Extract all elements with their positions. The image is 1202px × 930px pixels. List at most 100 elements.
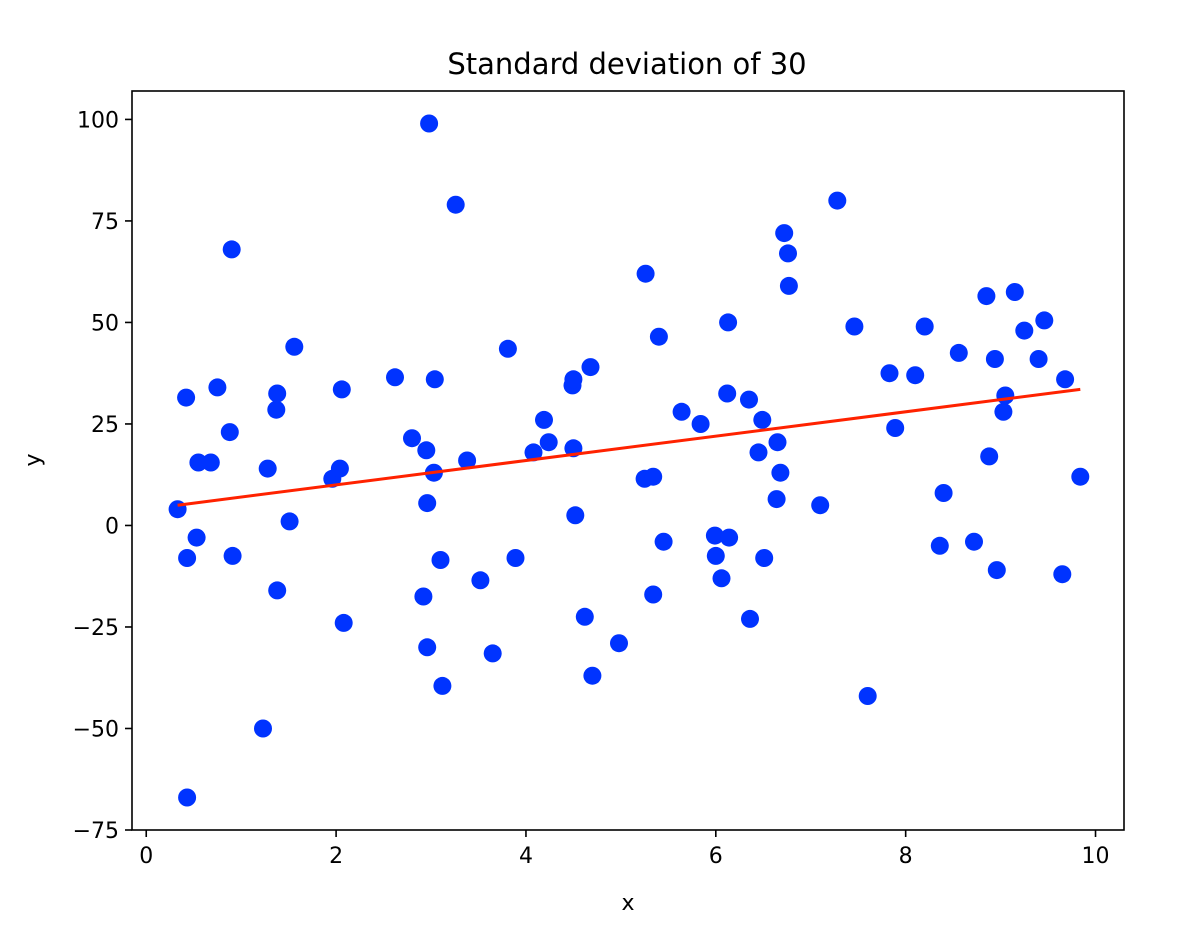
- y-tick-label: −75: [73, 819, 119, 844]
- data-point: [220, 423, 239, 442]
- data-point: [222, 240, 241, 259]
- data-point: [187, 528, 206, 547]
- data-point: [201, 453, 220, 472]
- data-point: [414, 587, 433, 606]
- chart-title: Standard deviation of 30: [447, 47, 806, 81]
- data-point: [177, 388, 196, 407]
- data-point: [433, 676, 452, 695]
- data-point: [771, 463, 790, 482]
- x-tick-label: 6: [709, 844, 723, 869]
- data-point: [285, 337, 304, 356]
- y-tick-label: 25: [91, 413, 119, 438]
- y-axis-label: y: [21, 453, 46, 466]
- data-point: [906, 366, 925, 385]
- data-point: [741, 609, 759, 628]
- data-point: [418, 638, 437, 657]
- data-point: [524, 443, 543, 462]
- data-point: [403, 429, 421, 448]
- data-point: [334, 613, 353, 632]
- data-point: [996, 386, 1015, 405]
- data-point: [610, 634, 628, 653]
- y-axis: −75 −50 −25 0 25 50 75 100: [73, 108, 132, 844]
- data-point: [483, 644, 502, 663]
- data-point: [915, 317, 934, 336]
- data-point: [506, 549, 525, 567]
- fit-line: [177, 387, 1081, 507]
- data-point: [535, 410, 553, 429]
- data-point: [965, 532, 983, 551]
- data-point: [949, 343, 968, 362]
- data-point: [1071, 467, 1090, 486]
- data-point: [431, 551, 450, 569]
- data-point: [178, 549, 197, 567]
- data-point: [280, 512, 299, 531]
- data-point: [583, 666, 602, 685]
- data-point: [498, 339, 517, 358]
- plot-frame: [131, 90, 1125, 831]
- y-tick-label: 50: [91, 311, 119, 336]
- plot-area: [168, 114, 1090, 807]
- data-point: [189, 453, 208, 472]
- data-point: [1005, 283, 1024, 301]
- data-point: [208, 378, 227, 397]
- data-point: [644, 585, 663, 604]
- data-point: [705, 526, 724, 545]
- data-point: [987, 561, 1006, 580]
- data-point: [425, 370, 444, 389]
- data-point: [755, 549, 774, 567]
- data-point: [980, 447, 999, 466]
- data-point: [749, 443, 768, 462]
- data-point: [539, 433, 558, 452]
- data-point: [811, 496, 830, 515]
- y-tick-label: 100: [77, 108, 119, 133]
- data-point: [254, 719, 272, 738]
- data-point: [1053, 565, 1072, 584]
- data-point: [1035, 311, 1054, 330]
- data-point: [654, 532, 673, 551]
- x-tick-label: 0: [139, 844, 153, 869]
- x-axis: 0 2 4 6 8 10: [139, 830, 1110, 869]
- data-point: [930, 536, 949, 555]
- data-point: [258, 459, 277, 478]
- data-point: [223, 546, 242, 565]
- data-point: [644, 467, 663, 486]
- data-point: [720, 528, 739, 547]
- data-point: [1056, 370, 1075, 389]
- x-axis-label: x: [621, 891, 634, 916]
- data-point: [471, 571, 490, 590]
- data-point: [719, 313, 738, 332]
- data-point: [768, 433, 787, 452]
- data-point: [1015, 321, 1034, 340]
- data-point: [458, 451, 477, 470]
- x-tick-label: 8: [899, 844, 913, 869]
- data-point: [994, 402, 1013, 421]
- x-tick-label: 10: [1082, 844, 1110, 869]
- data-point: [418, 494, 437, 513]
- data-point: [386, 368, 404, 387]
- data-point: [753, 410, 772, 429]
- data-point: [420, 114, 439, 133]
- data-point: [985, 350, 1004, 368]
- data-point: [446, 195, 465, 214]
- data-point: [636, 264, 655, 283]
- x-tick-label: 2: [329, 844, 343, 869]
- x-tick-label: 4: [519, 844, 533, 869]
- data-point: [779, 244, 797, 263]
- data-point: [575, 607, 594, 626]
- data-point: [858, 687, 877, 705]
- data-point: [330, 459, 349, 478]
- data-point: [581, 358, 600, 377]
- y-tick-label: 0: [105, 514, 119, 539]
- data-point: [1029, 350, 1048, 368]
- data-point: [566, 506, 585, 525]
- data-point: [845, 317, 864, 336]
- data-point: [691, 415, 710, 433]
- data-point: [977, 287, 996, 306]
- data-point: [268, 581, 287, 600]
- data-point: [706, 546, 725, 565]
- data-point: [178, 788, 197, 807]
- data-point: [332, 380, 351, 399]
- y-tick-label: −25: [73, 616, 119, 641]
- data-point: [934, 484, 953, 502]
